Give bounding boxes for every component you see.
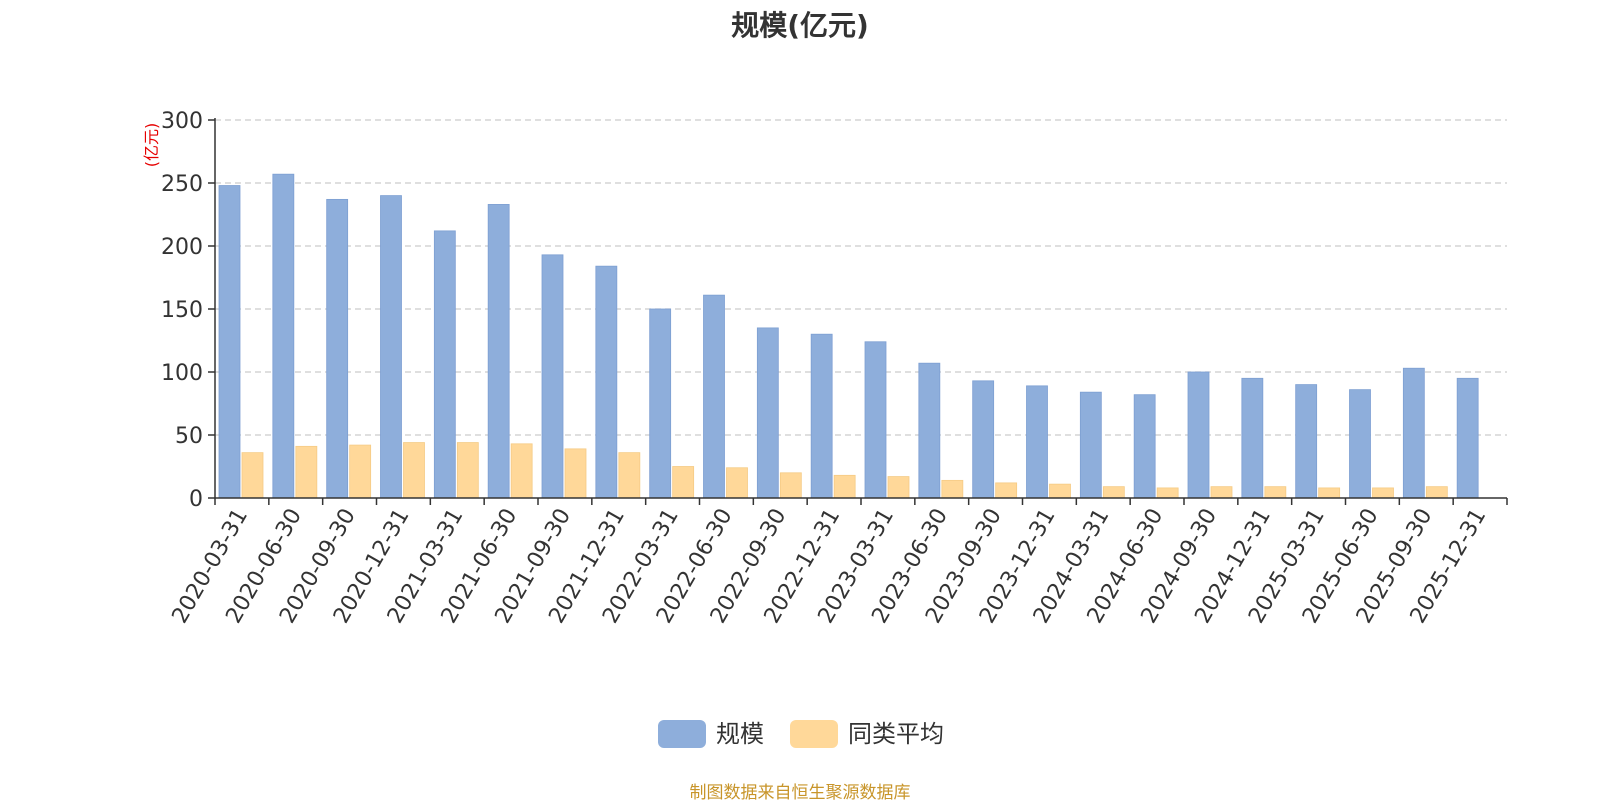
bar-scale — [810, 333, 833, 499]
bar-peer-average — [295, 445, 318, 499]
bar-peer-average — [779, 472, 802, 499]
bar-scale — [272, 173, 295, 499]
bar-scale — [972, 380, 995, 499]
bar-scale — [1402, 367, 1425, 499]
bar-scale — [1133, 394, 1156, 499]
legend: 规模 同类平均 — [658, 720, 944, 748]
grid-lines — [215, 119, 1507, 436]
bar-scale — [487, 204, 510, 499]
bar-scale — [649, 308, 672, 499]
y-tick-label: 200 — [161, 235, 203, 260]
bar-peer-average — [564, 448, 587, 499]
bar-scale — [595, 265, 618, 499]
y-tick-label: 50 — [175, 424, 203, 449]
y-tick-label: 0 — [189, 487, 203, 512]
bar-scale — [218, 185, 241, 499]
bar-scale — [703, 294, 725, 499]
bar-peer-average — [1102, 486, 1125, 499]
bar-scale — [1079, 391, 1102, 499]
bar-peer-average — [995, 482, 1018, 499]
bar-scale — [864, 341, 887, 499]
bar-scale — [1026, 385, 1048, 499]
legend-label-peer-average: 同类平均 — [848, 720, 944, 748]
legend-swatch-peer-average — [790, 720, 838, 748]
bar-peer-average — [1372, 487, 1394, 499]
y-tick-label: 250 — [161, 172, 203, 197]
legend-swatch-scale — [658, 720, 706, 748]
bar-scale — [541, 254, 564, 499]
bar-scale — [1241, 377, 1264, 499]
bar-scale — [756, 327, 779, 499]
y-tick-label: 300 — [161, 109, 203, 134]
bar-peer-average — [672, 466, 695, 499]
axes — [208, 118, 1508, 505]
bar-peer-average — [241, 452, 264, 499]
bar-peer-average — [833, 474, 856, 499]
bar-peer-average — [1318, 487, 1341, 499]
bar-scale — [326, 198, 349, 499]
bar-peer-average — [1049, 483, 1071, 499]
bar-scale — [1187, 371, 1210, 499]
bar-peer-average — [456, 442, 479, 499]
bar-peer-average — [510, 443, 533, 499]
chart-title: 规模(亿元) — [731, 9, 869, 42]
source-note: 制图数据来自恒生聚源数据库 — [689, 783, 911, 803]
bars — [218, 173, 1479, 499]
bar-peer-average — [887, 476, 910, 499]
bar-peer-average — [618, 452, 641, 499]
bar-scale — [1456, 377, 1479, 499]
bar-peer-average — [1425, 486, 1448, 499]
bar-scale — [1349, 389, 1371, 499]
bar-scale — [1295, 384, 1318, 499]
bar-peer-average — [726, 467, 748, 499]
bar-peer-average — [349, 444, 372, 499]
bar-peer-average — [403, 442, 425, 499]
bar-scale — [433, 230, 456, 499]
bar-peer-average — [941, 479, 964, 499]
y-tick-label: 100 — [161, 361, 203, 386]
bar-peer-average — [1156, 487, 1179, 499]
bar-peer-average — [1210, 486, 1233, 499]
bar-scale — [380, 195, 402, 499]
bar-peer-average — [1264, 486, 1287, 499]
bar-scale — [918, 362, 941, 499]
y-unit-label: (亿元) — [142, 123, 161, 168]
y-tick-label: 150 — [161, 298, 203, 323]
legend-label-scale: 规模 — [716, 720, 764, 748]
